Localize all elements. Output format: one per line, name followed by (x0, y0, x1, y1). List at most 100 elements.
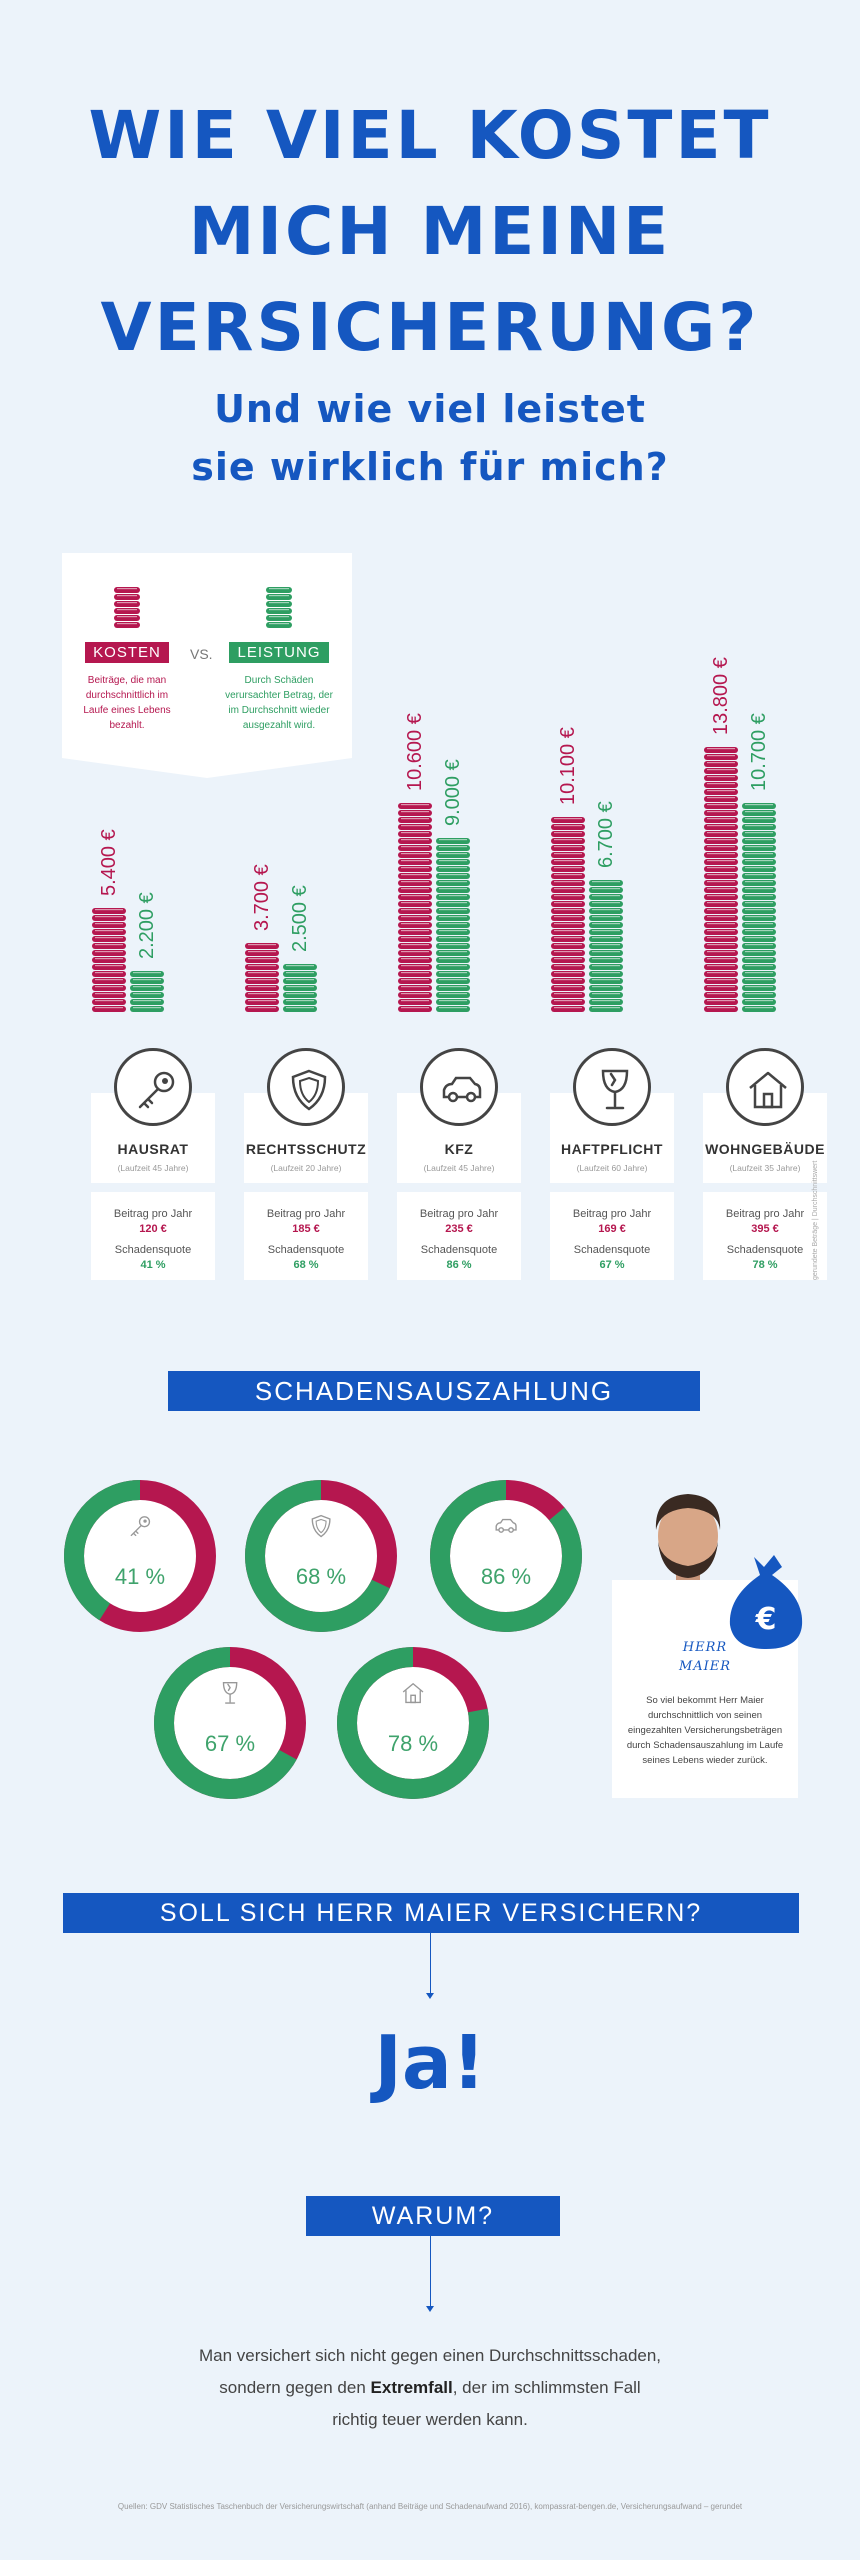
schadensquote-label: Schadensquote (114, 1244, 192, 1256)
schadensquote-label: Schadensquote (420, 1244, 498, 1256)
beitrag-label: Beitrag pro Jahr (725, 1208, 805, 1220)
coin-stack-icon (266, 587, 292, 628)
donut-car: 86 % (428, 1478, 584, 1634)
shield-icon (267, 1048, 345, 1126)
beitrag-value: 185 € (292, 1223, 320, 1235)
insurance-laufzeit: (Laufzeit 60 Jahre) (576, 1163, 648, 1173)
insurance-name: HAUSRAT (117, 1141, 189, 1157)
insurance-name: KFZ (444, 1141, 474, 1157)
closing-line-2-post: , der im schlimmsten Fall (452, 2378, 641, 2397)
donut-leistung-arc (154, 1647, 306, 1799)
beitrag-label: Beitrag pro Jahr (113, 1208, 193, 1220)
leistung-bar-2 (436, 838, 470, 1012)
leistung-description: Durch Schäden verursachter Betrag, der i… (225, 675, 333, 731)
kosten-value-label: 13.800 € (710, 657, 732, 735)
money-bag-icon: € (729, 1555, 803, 1649)
beitrag-label: Beitrag pro Jahr (572, 1208, 652, 1220)
leistung-value-label: 6.700 € (595, 801, 617, 868)
leistung-value-label: 9.000 € (442, 759, 464, 826)
kosten-value-label: 10.100 € (557, 727, 579, 805)
vs-label: VS. (190, 646, 213, 662)
question-banner: SOLL SICH HERR MAIER VERSICHERN? (63, 1893, 799, 1933)
kosten-coins (114, 587, 140, 628)
schadensquote-value: 41 % (140, 1259, 166, 1271)
closing-emphasis: Extremfall (370, 2378, 453, 2397)
warum-banner: WARUM? (306, 2196, 560, 2236)
kosten-bar-2 (398, 803, 432, 1012)
leistung-bar-1 (283, 964, 317, 1012)
schadensauszahlung-banner: SCHADENSAUSZAHLUNG (168, 1371, 700, 1411)
donut-broken-glass: 67 % (152, 1645, 308, 1801)
euro-symbol: € (755, 1602, 777, 1637)
card-stats: Beitrag pro Jahr 185 € Schadensquote 68 % (244, 1192, 368, 1280)
donut-leistung-arc (430, 1480, 582, 1632)
schadensquote-value: 68 % (293, 1259, 319, 1271)
herr-maier-text: So viel bekommt Herr Maier durchschnittl… (626, 1695, 784, 1766)
coin-stack-icon (114, 587, 140, 628)
kosten-bar-3 (551, 817, 585, 1012)
card-stats: Beitrag pro Jahr 235 € Schadensquote 86 % (397, 1192, 521, 1280)
donut-house: 78 % (335, 1645, 491, 1801)
donut-leistung-arc (64, 1480, 216, 1632)
schadensquote-value: 67 % (599, 1259, 625, 1271)
donut-percent: 68 % (295, 1564, 347, 1589)
arrow-down-icon (426, 1993, 434, 1999)
donut-percent: 78 % (387, 1731, 439, 1756)
maier-name-line-2: MAIER (678, 1659, 732, 1674)
donut-percent: 41 % (114, 1564, 166, 1589)
side-note: gerundete Beträge | Durchschnittswert (812, 1160, 819, 1280)
legend-leistung: LEISTUNG Durch Schäden verursachter Betr… (224, 581, 334, 733)
closing-line-1: Man versichert sich nicht gegen einen Du… (198, 2346, 662, 2365)
kosten-description: Beiträge, die man durchschnittlich im La… (83, 675, 171, 731)
car-icon (420, 1048, 498, 1126)
title-line-1: WIE VIEL KOSTET (88, 97, 772, 174)
leistung-coins (266, 587, 292, 628)
schadensquote-value: 86 % (446, 1259, 472, 1271)
schadensquote-label: Schadensquote (267, 1244, 345, 1256)
leistung-value-label: 10.700 € (748, 713, 770, 791)
card-stats: Beitrag pro Jahr 395 € Schadensquote 78 % (703, 1192, 827, 1280)
maier-name-line-1: HERR (682, 1640, 728, 1655)
beitrag-value: 120 € (139, 1223, 167, 1235)
kosten-bar-0 (92, 908, 126, 1012)
answer-ja: Ja! (374, 2020, 486, 2106)
closing-line-2: sondern gegen den Extremfall, der im sch… (0, 2372, 860, 2404)
card-key: HAUSRAT (Laufzeit 45 Jahre) (91, 1093, 215, 1183)
beitrag-label: Beitrag pro Jahr (419, 1208, 499, 1220)
leistung-bar-4 (742, 803, 776, 1012)
page-title: WIE VIEL KOSTET MICH MEINE VERSICHERUNG? (0, 88, 860, 376)
connector-line (430, 1933, 431, 1993)
schadensquote-label: Schadensquote (573, 1244, 651, 1256)
insurance-laufzeit: (Laufzeit 45 Jahre) (117, 1163, 189, 1173)
insurance-name: RECHTSSCHUTZ (245, 1141, 367, 1157)
leistung-value-label: 2.500 € (289, 885, 311, 952)
schadensquote-label: Schadensquote (726, 1244, 804, 1256)
legend-kosten: KOSTEN Beiträge, die man durchschnittlic… (72, 581, 182, 733)
donut-key: 41 % (62, 1478, 218, 1634)
title-line-3: VERSICHERUNG? (100, 289, 760, 366)
insurance-laufzeit: (Laufzeit 45 Jahre) (423, 1163, 495, 1173)
leistung-bar-0 (130, 971, 164, 1012)
subtitle-line-2: sie wirklich für mich? (191, 445, 669, 489)
herr-maier-name: HERR MAIER (612, 1638, 798, 1676)
kosten-bar-1 (245, 943, 279, 1012)
beitrag-value: 169 € (598, 1223, 626, 1235)
schadensquote-value: 78 % (752, 1259, 778, 1271)
card-stats: Beitrag pro Jahr 169 € Schadensquote 67 % (550, 1192, 674, 1280)
beitrag-label: Beitrag pro Jahr (266, 1208, 346, 1220)
insurance-name: HAFTPFLICHT (561, 1141, 663, 1157)
card-stats: Beitrag pro Jahr 120 € Schadensquote 41 % (91, 1192, 215, 1280)
donut-shield: 68 % (243, 1478, 399, 1634)
donut-percent: 86 % (480, 1564, 532, 1589)
closing-statement: Man versichert sich nicht gegen einen Du… (0, 2340, 860, 2436)
legend-box: KOSTEN Beiträge, die man durchschnittlic… (62, 553, 352, 778)
arrow-down-icon (426, 2306, 434, 2312)
donut-leistung-arc (337, 1647, 489, 1799)
subtitle-line-1: Und wie viel leistet (214, 387, 646, 431)
kosten-value-label: 3.700 € (251, 864, 273, 931)
beitrag-value: 235 € (445, 1223, 473, 1235)
closing-line-2-pre: sondern gegen den (219, 2378, 371, 2397)
kosten-value-label: 10.600 € (404, 713, 426, 791)
insurance-laufzeit: (Laufzeit 20 Jahre) (270, 1163, 342, 1173)
donut-leistung-arc (245, 1480, 397, 1632)
